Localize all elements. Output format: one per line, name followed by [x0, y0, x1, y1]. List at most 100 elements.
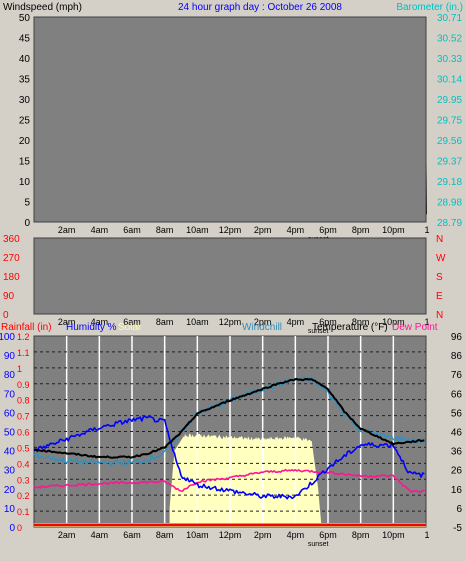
sunset-label: sunset — [308, 328, 329, 335]
temperature-tick-label: 6 — [456, 504, 462, 515]
humidity-tick-label: 70 — [4, 389, 16, 400]
time-tick-label: 4pm — [287, 317, 305, 327]
time-tick-label: 2pm — [254, 530, 272, 540]
time-tick-label: 10pm — [382, 225, 405, 235]
direction-compass-tick: N — [436, 234, 443, 245]
windspeed-tick-label: 40 — [19, 54, 31, 65]
humidity-tick-label: 100 — [0, 332, 15, 343]
sunset-label: sunset — [308, 541, 329, 548]
barometer-tick-label: 29.95 — [437, 95, 462, 106]
humidity-tick-label: 50 — [4, 428, 16, 439]
time-tick-label: 2am — [58, 225, 76, 235]
direction-compass-tick: W — [436, 253, 446, 264]
time-tick-label: 12pm — [219, 317, 242, 327]
time-tick-label: 4pm — [287, 225, 305, 235]
humidity-tick-label: 80 — [4, 370, 16, 381]
humidity-tick-label: 40 — [4, 447, 16, 458]
time-tick-label: 8pm — [352, 317, 370, 327]
temperature-tick-label: 96 — [451, 332, 463, 343]
windspeed-tick-label: 50 — [19, 13, 31, 24]
dew-point-line — [33, 468, 425, 493]
time-tick-label: 6am — [123, 225, 141, 235]
rainfall-tick-label: 0 — [17, 523, 22, 533]
time-tick-label: 8pm — [352, 530, 370, 540]
legend-temperature: Temperature (°F) — [312, 322, 388, 333]
time-tick-label: 4am — [91, 530, 109, 540]
windspeed-tick-label: 25 — [19, 116, 31, 127]
time-tick-label: 10pm — [382, 317, 405, 327]
humidity-tick-label: 10 — [4, 504, 16, 515]
legend-solar: Solar — [118, 322, 142, 333]
temperature-tick-label: -5 — [453, 523, 462, 534]
humidity-tick-label: 30 — [4, 466, 16, 477]
time-tick-label: 4am — [91, 317, 109, 327]
barometer-tick-label: 30.52 — [437, 34, 462, 45]
temperature-tick-label: 56 — [451, 408, 463, 419]
rainfall-tick-label: 1.1 — [17, 348, 30, 358]
time-tick-label: 10am — [186, 530, 209, 540]
rainfall-tick-label: 0.2 — [17, 491, 30, 501]
time-tick-label: 6pm — [319, 225, 337, 235]
time-tick-label: 4pm — [287, 530, 305, 540]
barometer-tick-label: 28.98 — [437, 198, 462, 209]
windspeed-axis-label: Windspeed (mph) — [3, 2, 82, 13]
direction-plot-area — [33, 237, 427, 315]
temperature-tick-label: 86 — [451, 351, 463, 362]
time-tick-label: 8am — [156, 530, 174, 540]
legend-dew-point: Dew Point — [392, 322, 438, 333]
barometer-tick-label: 30.71 — [437, 13, 462, 24]
humidity-tick-label: 0 — [9, 523, 15, 534]
time-tick-label: 2pm — [254, 225, 272, 235]
rainfall-tick-label: 0.9 — [17, 380, 30, 390]
windspeed-tick-label: 45 — [19, 34, 31, 45]
direction-degree-tick: 90 — [3, 291, 15, 302]
legend-rainfall: Rainfall (in) — [1, 322, 52, 333]
humidity-line — [33, 415, 425, 500]
time-tick-label: 6am — [123, 530, 141, 540]
direction-compass-tick: E — [436, 291, 443, 302]
windspeed-tick-label: 35 — [19, 75, 31, 86]
barometer-tick-label: 28.79 — [437, 218, 462, 229]
barometer-axis-label: Barometer (in.) — [396, 2, 463, 13]
temperature-panel: Rainfall (in) Humidity % Solar Windchill Tem… — [0, 322, 462, 548]
direction-compass-tick: N — [436, 310, 443, 321]
direction-compass-tick: S — [436, 272, 443, 283]
temperature-tick-label: 66 — [451, 389, 463, 400]
time-tick-label: 10am — [186, 317, 209, 327]
windspeed-tick-label: 30 — [19, 95, 31, 106]
rainfall-tick-label: 0.6 — [17, 428, 30, 438]
direction-degree-tick: 360 — [3, 234, 20, 245]
temperature-tick-label: 46 — [451, 428, 463, 439]
time-tick-label: 2am — [58, 530, 76, 540]
barometer-tick-label: 30.14 — [437, 75, 462, 86]
time-tick-label: 6am — [123, 317, 141, 327]
time-end-tick-label: 1 — [424, 225, 429, 235]
chart-title: 24 hour graph day : October 26 2008 — [178, 2, 342, 13]
rainfall-tick-label: 0.3 — [17, 475, 30, 485]
time-tick-label: 8am — [156, 317, 174, 327]
legend-windchill: Windchill — [242, 322, 282, 333]
time-tick-label: 10pm — [382, 530, 405, 540]
direction-degree-tick: 0 — [3, 310, 9, 321]
windspeed-tick-label: 5 — [24, 198, 30, 209]
rainfall-tick-label: 0.4 — [17, 459, 30, 469]
barometer-tick-label: 29.18 — [437, 177, 462, 188]
humidity-tick-label: 20 — [4, 485, 16, 496]
temperature-tick-label: 76 — [451, 370, 463, 381]
barometer-tick-label: 29.37 — [437, 157, 462, 168]
temperature-tick-label: 26 — [451, 466, 463, 477]
time-tick-label: 4am — [91, 225, 109, 235]
rainfall-tick-label: 1.2 — [17, 332, 30, 342]
barometer-tick-label: 29.75 — [437, 116, 462, 127]
time-tick-label: 6pm — [319, 317, 337, 327]
humidity-tick-label: 60 — [4, 408, 16, 419]
temperature-line — [34, 378, 425, 459]
time-tick-label: 2pm — [254, 317, 272, 327]
time-tick-label: 6pm — [319, 530, 337, 540]
legend-humidity: Humidity % — [66, 322, 117, 333]
solar-area — [169, 433, 322, 527]
time-tick-label: 12pm — [219, 530, 242, 540]
time-tick-label: 8am — [156, 225, 174, 235]
